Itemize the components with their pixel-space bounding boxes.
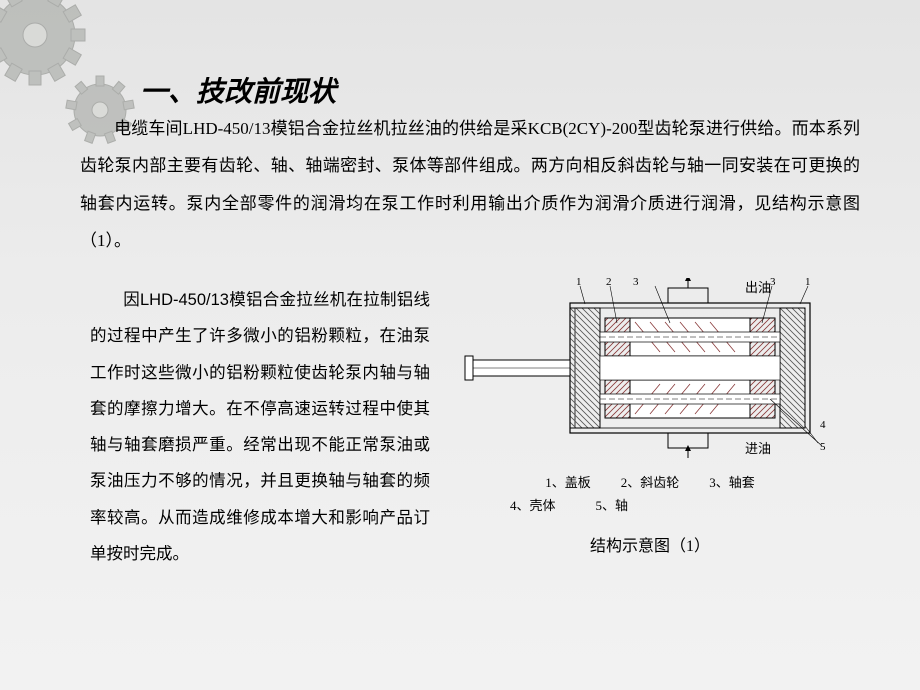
- legend-item-2: 2、斜齿轮: [621, 471, 680, 494]
- inlet-label: 进油: [745, 441, 771, 456]
- callout-4: 4: [820, 419, 826, 431]
- legend-item-5: 5、轴: [596, 494, 629, 517]
- callout-3a: 3: [633, 278, 639, 288]
- callout-3: 3: [770, 278, 776, 288]
- paragraph-1-text: 电缆车间LHD-450/13模铝合金拉丝机拉丝油的供给是采KCB(2CY)-20…: [80, 119, 860, 250]
- paragraph-2-text: 因LHD-450/13模铝合金拉丝机在拉制铝线的过程中产生了许多微小的铝粉颗粒，…: [90, 291, 430, 563]
- callout-5: 5: [820, 441, 826, 453]
- callout-1b: 1: [805, 278, 811, 288]
- diagram-svg: 出油 进油: [450, 278, 850, 458]
- structure-diagram: 出油 进油: [450, 278, 850, 556]
- paragraph-2: 因LHD-450/13模铝合金拉丝机在拉制铝线的过程中产生了许多微小的铝粉颗粒，…: [90, 282, 430, 572]
- diagram-legend: 1、盖板 2、斜齿轮 3、轴套 4、壳体 5、轴: [450, 471, 850, 518]
- paragraph-1: 电缆车间LHD-450/13模铝合金拉丝机拉丝油的供给是采KCB(2CY)-20…: [80, 110, 860, 260]
- outlet-label: 出油: [745, 280, 771, 295]
- diagram-caption: 结构示意图（1）: [450, 532, 850, 556]
- legend-item-3: 3、轴套: [709, 471, 755, 494]
- section-title: 一、技改前现状: [140, 70, 336, 110]
- legend-item-1: 1、盖板: [545, 471, 591, 494]
- legend-item-4: 4、壳体: [510, 494, 556, 517]
- callout-1: 1: [576, 278, 582, 288]
- callout-2: 2: [606, 278, 612, 288]
